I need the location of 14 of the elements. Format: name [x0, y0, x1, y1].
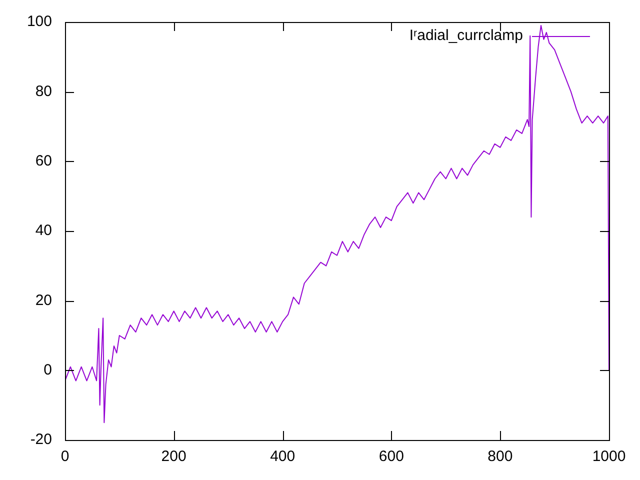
y-tick-label: -20	[30, 431, 52, 448]
x-tick-label: 1000	[592, 448, 626, 466]
y-tick-label: 40	[35, 222, 52, 240]
y-tick-label: 0	[44, 361, 52, 378]
series-label: Iʳadial_currclamp	[409, 27, 523, 44]
y-tick-label: 60	[35, 152, 52, 170]
y-tick-label: 100	[26, 13, 52, 30]
x-tick-label: 400	[270, 448, 296, 466]
x-tick-label: 0	[60, 448, 70, 466]
x-tick-label: 600	[378, 448, 404, 466]
x-tick-label: 800	[488, 448, 513, 466]
y-tick-label: 20	[35, 292, 52, 309]
y-tick-label: 80	[35, 82, 52, 100]
x-tick-label: 200	[161, 448, 186, 466]
